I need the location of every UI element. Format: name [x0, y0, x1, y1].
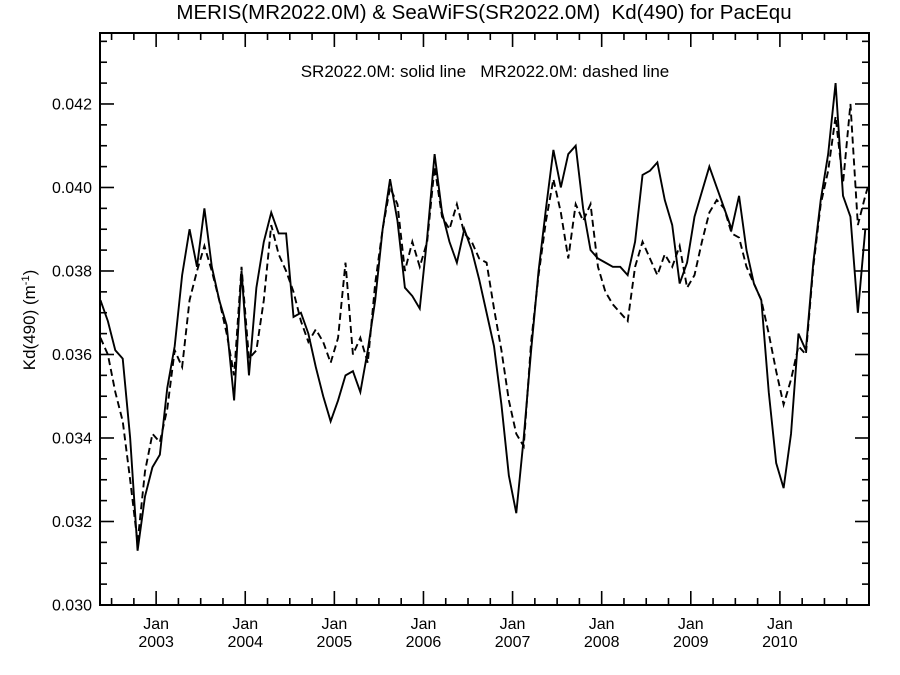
x-tick-label-month: Jan — [143, 616, 169, 633]
axis-box — [99, 32, 870, 606]
series-seawifs-solid-line — [100, 83, 867, 551]
y-tick-label: 0.036 — [52, 347, 92, 364]
x-tick-label-year: 2008 — [584, 634, 620, 651]
y-tick-label: 0.032 — [52, 514, 92, 531]
y-tick-label: 0.034 — [52, 430, 92, 447]
y-tick-label: 0.030 — [52, 598, 92, 615]
x-tick-label-year: 2009 — [673, 634, 709, 651]
chart-title: MERIS(MR2022.0M) & SeaWiFS(SR2022.0M) Kd… — [176, 1, 792, 24]
x-tick-label-year: 2006 — [406, 634, 442, 651]
y-tick-label: 0.040 — [52, 180, 92, 197]
x-tick-label-month: Jan — [589, 616, 615, 633]
x-tick-label-month: Jan — [678, 616, 704, 633]
x-tick-label-year: 2003 — [138, 634, 174, 651]
x-tick-label-year: 2005 — [317, 634, 353, 651]
x-tick-label-month: Jan — [321, 616, 347, 633]
y-tick-label: 0.042 — [52, 96, 92, 113]
y-axis-title-text: Kd(490) (m — [20, 285, 39, 371]
x-tick-label-month: Jan — [232, 616, 258, 633]
x-tick-label-year: 2004 — [227, 634, 263, 651]
x-tick-label-month: Jan — [500, 616, 526, 633]
y-axis-title-superscript: -1 — [20, 275, 32, 286]
x-tick-label-month: Jan — [767, 616, 793, 633]
y-axis-title-close: ) — [20, 269, 39, 276]
x-tick-label-month: Jan — [411, 616, 437, 633]
x-tick-label-year: 2010 — [762, 634, 798, 651]
x-tick-label-year: 2007 — [495, 634, 531, 651]
legend-note: SR2022.0M: solid line MR2022.0M: dashed … — [300, 62, 670, 81]
series-meris-dashed-line — [100, 103, 869, 543]
y-axis-title: Kd(490) (m-1) — [20, 270, 40, 370]
y-tick-label: 0.038 — [52, 263, 92, 280]
